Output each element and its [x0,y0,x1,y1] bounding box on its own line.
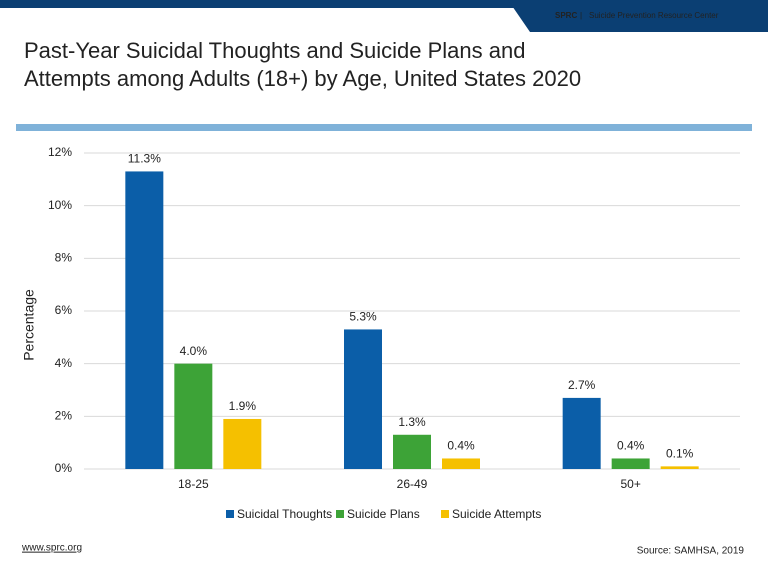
chart-title: Past-Year Suicidal Thoughts and Suicide … [24,38,525,63]
chart-title: Attempts among Adults (18+) by Age, Unit… [24,66,581,91]
legend-label: Suicidal Thoughts [237,507,332,521]
bar [223,418,262,469]
x-tick-label: 18-25 [178,477,209,491]
value-label: 0.1% [666,447,694,461]
y-axis-label: Percentage [21,289,37,361]
value-label: 1.9% [229,399,257,413]
legend-swatch [441,510,449,518]
bar [442,458,480,469]
bar [562,397,601,469]
footer-source: Source: SAMHSA, 2019 [637,546,745,557]
value-label: 2.7% [568,378,596,392]
divider [16,124,752,131]
y-tick-label: 2% [55,409,73,423]
y-tick-label: 6% [55,303,73,317]
y-tick-label: 8% [55,251,73,265]
brand: SPRC [555,11,577,20]
value-label: 0.4% [447,439,475,453]
legend-swatch [336,510,344,518]
legend-label: Suicide Plans [347,507,420,521]
footer-url[interactable]: www.sprc.org [21,543,82,554]
value-label: 0.4% [617,439,645,453]
y-tick-label: 10% [48,198,72,212]
y-tick-label: 12% [48,145,72,159]
bar [393,434,431,469]
bar [125,171,164,469]
bar [174,363,213,469]
org: Suicide Prevention Resource Center [589,11,719,20]
header-tab [508,0,768,32]
legend-swatch [226,510,234,518]
separator: | [580,11,582,20]
top-bar [0,0,768,8]
value-label: 5.3% [349,310,377,324]
value-label: 11.3% [128,152,161,166]
value-label: 1.3% [398,415,426,429]
y-tick-label: 4% [55,356,73,370]
bar [344,329,382,469]
x-tick-label: 50+ [620,477,640,491]
x-tick-label: 26-49 [397,477,428,491]
y-tick-label: 0% [55,461,73,475]
legend-label: Suicide Attempts [452,507,541,521]
bar [611,458,650,469]
value-label: 4.0% [180,344,208,358]
bar [660,466,699,469]
